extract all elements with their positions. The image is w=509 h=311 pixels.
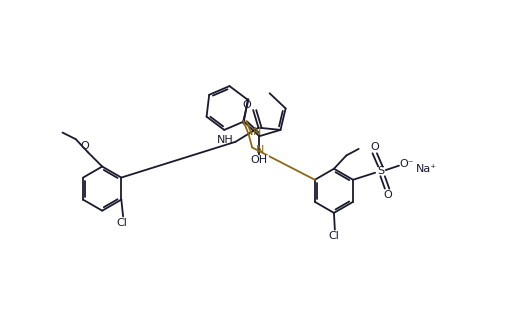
Text: N: N (256, 145, 264, 155)
Text: OH: OH (251, 156, 268, 165)
Text: O: O (383, 190, 392, 200)
Text: S: S (377, 166, 384, 176)
Text: Na⁺: Na⁺ (416, 164, 437, 174)
Text: O: O (370, 142, 379, 152)
Text: O: O (243, 100, 251, 110)
Text: Cl: Cl (328, 231, 340, 241)
Text: Cl: Cl (117, 218, 128, 228)
Text: O: O (80, 141, 89, 151)
Text: NH: NH (216, 135, 233, 145)
Text: O⁻: O⁻ (400, 159, 414, 169)
Text: N: N (252, 127, 261, 137)
